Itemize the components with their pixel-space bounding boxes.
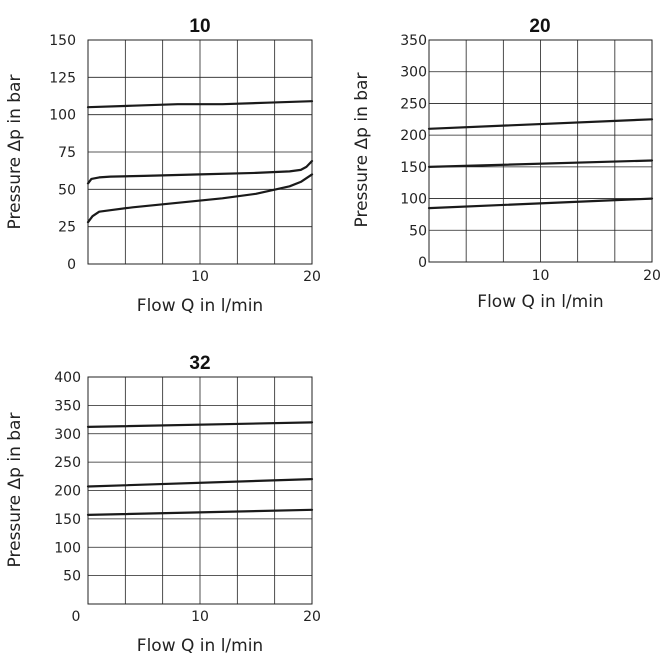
y-tick-label: 200 [400, 128, 427, 144]
y-axis-label: Pressure Δp in bar [5, 413, 25, 568]
y-tick-label: 400 [54, 370, 81, 386]
x-tick-label: 10 [191, 269, 209, 285]
x-tick-label: 20 [303, 269, 321, 285]
y-tick-label: 75 [58, 145, 76, 161]
chart-title: 32 [189, 353, 210, 374]
x-tick-label: 20 [303, 609, 321, 625]
y-tick-label: 100 [54, 540, 81, 556]
y-tick-label: 200 [54, 484, 81, 500]
y-tick-label: 350 [400, 33, 427, 49]
chart-title: 20 [529, 16, 550, 37]
x-tick-label: 0 [72, 609, 81, 625]
y-axis-label: Pressure Δp in bar [352, 73, 372, 228]
y-tick-label: 100 [400, 192, 427, 208]
x-axis-label: Flow Q in l/min [477, 292, 603, 312]
chart-title: 10 [189, 16, 210, 37]
x-tick-label: 20 [643, 268, 661, 284]
y-tick-label: 150 [400, 160, 427, 176]
x-axis-label: Flow Q in l/min [137, 296, 263, 316]
y-tick-label: 50 [58, 182, 76, 198]
y-tick-label: 50 [409, 223, 427, 239]
chart-32: 32 50 100 150 200 250 300 350 400 0 10 20 Flow Q in … [5, 353, 321, 656]
x-tick-label: 10 [532, 268, 550, 284]
y-tick-label: 250 [54, 455, 81, 471]
y-axis-label: Pressure Δp in bar [5, 75, 25, 230]
y-tick-label: 250 [400, 96, 427, 112]
y-tick-label: 0 [67, 257, 76, 273]
y-tick-label: 125 [49, 70, 76, 86]
y-tick-label: 150 [49, 33, 76, 49]
x-axis-label: Flow Q in l/min [137, 636, 263, 656]
x-tick-label: 10 [191, 609, 209, 625]
y-tick-label: 100 [49, 108, 76, 124]
y-tick-label: 50 [63, 569, 81, 585]
y-tick-label: 150 [54, 512, 81, 528]
y-tick-label: 0 [418, 255, 427, 271]
y-tick-label: 25 [58, 220, 76, 236]
y-tick-label: 300 [54, 427, 81, 443]
y-tick-label: 300 [400, 65, 427, 81]
y-tick-label: 350 [54, 398, 81, 414]
